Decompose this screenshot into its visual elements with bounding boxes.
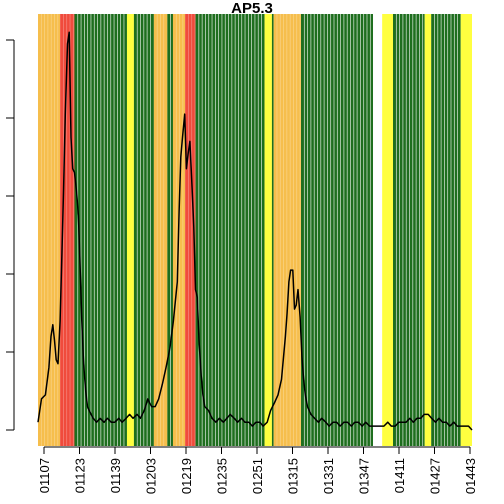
band-white [373, 14, 383, 446]
x-tick-label: 01107 [37, 458, 52, 493]
x-tick-label: 01427 [428, 458, 443, 494]
band-yellow [126, 14, 134, 446]
band-green [167, 14, 173, 446]
series-layer [37, 31, 473, 431]
band-yellow [382, 14, 394, 446]
x-tick-label: 01123 [73, 458, 88, 493]
band-green [431, 14, 461, 446]
x-tick-label: 01139 [108, 458, 123, 493]
band-green [271, 14, 274, 446]
x-tick-label: 01347 [357, 458, 372, 494]
band-red [185, 14, 196, 446]
x-tick-label: 01411 [392, 458, 407, 493]
x-tick-label: 01251 [250, 458, 265, 494]
y-axis [6, 39, 15, 431]
band-green [195, 14, 265, 446]
series-line [37, 31, 473, 431]
band-yellow [424, 14, 432, 446]
band-yellow [460, 14, 472, 446]
x-tick-label: 01331 [321, 458, 336, 494]
stripe-layer [40, 14, 458, 446]
band-orange [153, 14, 168, 446]
band-green [393, 14, 425, 446]
band-orange [273, 14, 302, 446]
x-tick-label: 01203 [144, 458, 159, 494]
x-tick-label: 01443 [463, 458, 478, 494]
x-tick-label: 01235 [215, 458, 230, 494]
x-axis: 01107 01123 01139 01203 01219 01235 01251 01315… [37, 446, 478, 494]
x-tick-label: 01219 [179, 458, 194, 494]
x-tick-label: 01315 [286, 458, 301, 494]
band-yellow [264, 14, 272, 446]
chart-title: AP5.3 [231, 0, 273, 17]
